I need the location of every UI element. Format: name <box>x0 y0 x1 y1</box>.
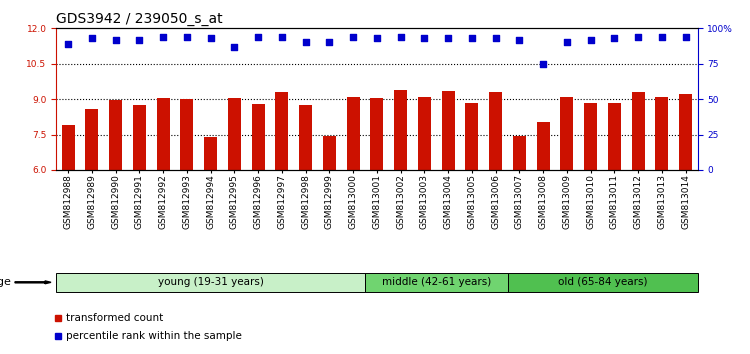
Bar <box>133 105 146 170</box>
Text: GDS3942 / 239050_s_at: GDS3942 / 239050_s_at <box>56 12 223 26</box>
Bar <box>679 95 692 170</box>
Bar <box>536 121 550 170</box>
Text: age: age <box>0 277 11 287</box>
Point <box>442 35 454 41</box>
Point <box>632 34 644 40</box>
Point <box>347 34 359 40</box>
Point <box>323 40 335 45</box>
Bar <box>56 273 365 292</box>
Point <box>585 37 597 42</box>
Bar <box>62 125 75 170</box>
Text: percentile rank within the sample: percentile rank within the sample <box>66 331 242 341</box>
Bar <box>584 103 597 170</box>
Point <box>370 35 382 41</box>
Point <box>299 40 312 45</box>
Point <box>110 37 122 42</box>
Bar <box>322 136 336 170</box>
Bar <box>86 109 98 170</box>
Point <box>490 35 502 41</box>
Bar <box>632 92 645 170</box>
Bar <box>608 103 621 170</box>
Bar <box>228 98 241 170</box>
Bar <box>656 97 668 170</box>
Bar <box>275 92 289 170</box>
Point <box>680 34 692 40</box>
Point <box>62 41 74 47</box>
Bar <box>365 273 508 292</box>
Point <box>86 35 98 41</box>
Text: old (65-84 years): old (65-84 years) <box>558 277 647 287</box>
Bar <box>489 92 502 170</box>
Bar <box>370 98 383 170</box>
Point <box>228 44 240 50</box>
Bar <box>442 91 454 170</box>
Bar <box>508 273 698 292</box>
Point <box>466 35 478 41</box>
Bar <box>109 100 122 170</box>
Point <box>252 34 264 40</box>
Bar <box>251 104 265 170</box>
Text: transformed count: transformed count <box>66 313 163 323</box>
Point <box>537 61 549 67</box>
Text: young (19-31 years): young (19-31 years) <box>158 277 263 287</box>
Bar <box>299 105 312 170</box>
Point <box>656 34 668 40</box>
Point <box>394 34 406 40</box>
Text: middle (42-61 years): middle (42-61 years) <box>382 277 490 287</box>
Bar <box>346 97 360 170</box>
Point <box>419 35 430 41</box>
Point <box>181 34 193 40</box>
Bar <box>560 97 574 170</box>
Point <box>276 34 288 40</box>
Bar <box>204 137 218 170</box>
Point <box>158 34 170 40</box>
Bar <box>180 99 194 170</box>
Bar <box>394 90 407 170</box>
Point <box>561 40 573 45</box>
Bar <box>513 136 526 170</box>
Point <box>513 37 525 42</box>
Bar <box>157 98 170 170</box>
Point <box>205 35 217 41</box>
Bar <box>465 103 478 170</box>
Point <box>608 35 620 41</box>
Bar <box>418 97 431 170</box>
Point <box>134 37 146 42</box>
